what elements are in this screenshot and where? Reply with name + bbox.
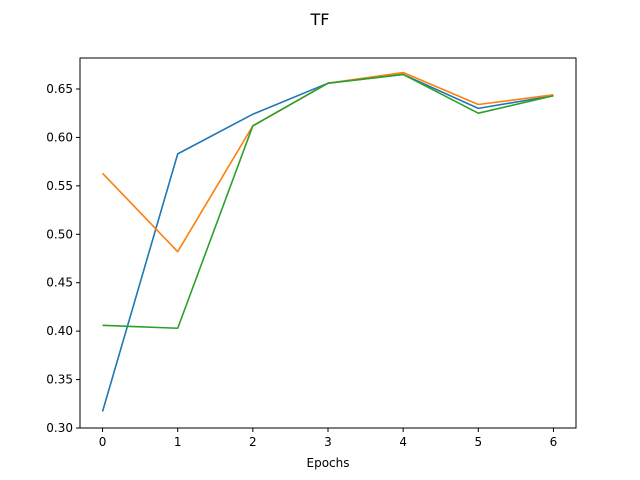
plot-frame — [79, 57, 577, 429]
y-tick-label: 0.30 — [46, 421, 73, 435]
x-tick-label: 2 — [249, 435, 257, 449]
x-tick-label: 4 — [399, 435, 407, 449]
x-axis-label: Epochs — [307, 456, 350, 470]
x-tick-label: 3 — [324, 435, 332, 449]
y-tick-label: 0.60 — [46, 130, 73, 144]
y-tick-label: 0.35 — [46, 373, 73, 387]
x-tick-label: 0 — [99, 435, 107, 449]
y-tick-label: 0.65 — [46, 82, 73, 96]
y-axis-ticks: 0.30 0.35 0.40 0.45 0.50 0.55 0.60 0.65 — [46, 82, 80, 435]
series-line-2 — [101, 71, 554, 253]
y-tick-label: 0.55 — [46, 179, 73, 193]
chart-title: TF — [310, 10, 330, 29]
series-line-3 — [102, 73, 554, 330]
x-axis-ticks: 0 1 2 3 4 5 6 — [99, 428, 558, 449]
y-tick-label: 0.40 — [46, 324, 73, 338]
x-tick-label: 1 — [174, 435, 182, 449]
plot-layer — [101, 71, 554, 412]
x-tick-label: 5 — [474, 435, 482, 449]
y-tick-label: 0.45 — [46, 276, 73, 290]
y-tick-label: 0.50 — [46, 227, 73, 241]
x-tick-label: 6 — [550, 435, 558, 449]
